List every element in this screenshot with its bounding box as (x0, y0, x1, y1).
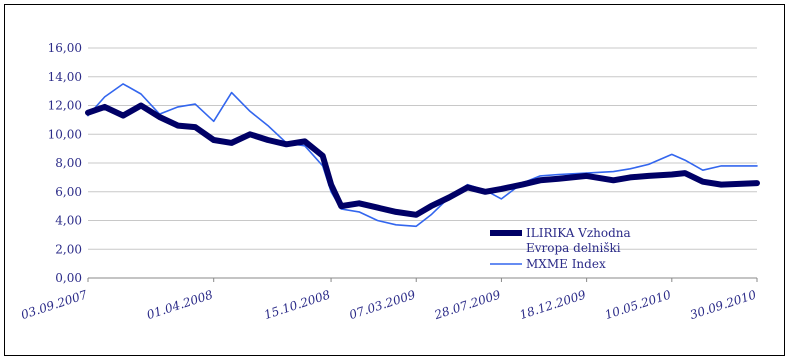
series-lines (85, 83, 760, 228)
x-tick-label: 07.03.2009 (347, 287, 417, 322)
series-line-1 (87, 83, 758, 228)
gridlines (88, 47, 757, 279)
legend-label: Evropa delniški (526, 241, 621, 255)
y-tick-label: 2,00 (55, 242, 82, 256)
y-tick-label: 10,00 (48, 127, 82, 141)
legend-label: ILIRIKA Vzhodna (526, 226, 631, 240)
x-tick-label: 03.09.2007 (19, 287, 89, 322)
x-tick-label: 28.07.2009 (432, 287, 503, 322)
x-tick-label: 15.10.2008 (262, 287, 332, 322)
y-tick-label: 12,00 (48, 99, 82, 113)
x-tick-label: 18.12.2009 (518, 287, 588, 322)
y-tick-label: 16,00 (48, 41, 82, 55)
y-axis-ticks: 0,00 2,00 4,00 6,00 8,00 10,00 12,00 14,00 16,00 (48, 41, 82, 285)
y-tick-label: 14,00 (48, 70, 82, 84)
x-axis-ticks: 03.09.2007 01.04.2008 15.10.2008 07.03.2009… (19, 278, 758, 322)
legend-label: MXME Index (526, 257, 606, 271)
x-tick-label: 30.09.2010 (688, 287, 758, 322)
chart-frame (4, 4, 785, 356)
y-tick-label: 8,00 (55, 156, 82, 170)
x-tick-label: 10.05.2010 (603, 287, 673, 322)
x-tick-label: 01.04.2008 (145, 287, 215, 322)
y-tick-label: 6,00 (55, 185, 82, 199)
y-tick-label: 4,00 (55, 214, 82, 228)
series-line-0 (85, 102, 760, 218)
y-tick-label: 0,00 (55, 271, 82, 285)
